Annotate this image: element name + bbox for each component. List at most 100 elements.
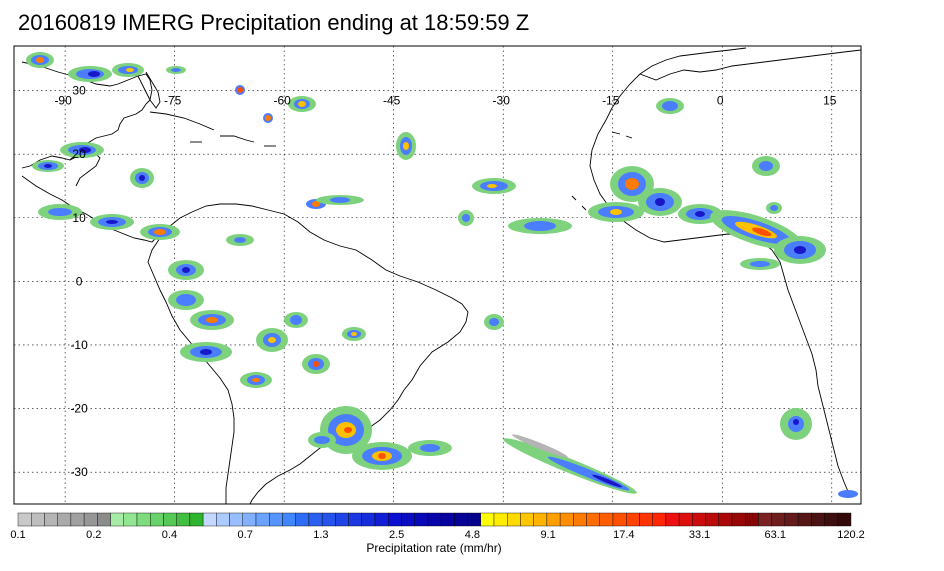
colorbar-swatch bbox=[454, 512, 468, 527]
precip-cell bbox=[656, 98, 684, 114]
precip-cell bbox=[352, 442, 412, 470]
colorbar-tick-label: 1.3 bbox=[313, 529, 328, 541]
precip-cell bbox=[32, 160, 64, 172]
colorbar-swatch bbox=[573, 512, 587, 527]
precip-cell bbox=[60, 142, 104, 158]
longitude-label: -15 bbox=[602, 94, 620, 108]
colorbar-tick-label: 0.2 bbox=[86, 529, 101, 541]
coastline-cape-verde bbox=[571, 195, 587, 211]
coastline-south-america bbox=[169, 203, 469, 504]
colorbar-swatch bbox=[202, 512, 217, 527]
colorbar-swatch bbox=[652, 512, 667, 527]
colorbar-swatch bbox=[533, 512, 548, 527]
coastline-florida bbox=[137, 71, 161, 109]
colorbar-swatch bbox=[110, 512, 124, 527]
coastline-africa-north bbox=[605, 47, 747, 121]
colorbar-swatch bbox=[546, 512, 561, 527]
colorbar-swatch bbox=[374, 512, 389, 527]
colorbar-swatch bbox=[837, 512, 852, 527]
map-title: 20160819 IMERG Precipitation ending at 1… bbox=[18, 10, 530, 35]
precip-cell bbox=[68, 66, 112, 82]
colorbar-swatch bbox=[797, 512, 812, 527]
latitude-label: 20 bbox=[72, 147, 86, 161]
coastline-africa-inland bbox=[639, 49, 861, 81]
precip-cell bbox=[235, 85, 245, 95]
precip-cell bbox=[308, 432, 336, 448]
longitude-label: -30 bbox=[493, 94, 511, 108]
colorbar-swatch bbox=[150, 512, 164, 527]
colorbar-swatch bbox=[136, 512, 151, 527]
precip-cell bbox=[302, 354, 330, 374]
precip-cell bbox=[752, 156, 780, 176]
colorbar-swatch bbox=[599, 512, 614, 527]
precip-cell bbox=[710, 210, 802, 250]
colorbar-tick-labels: 0.1 0.2 0.4 0.7 1.3 2.5 4.8 9.1 17.4 33.1 63.1 120.… bbox=[10, 529, 864, 541]
colorbar-tick-label: 4.8 bbox=[465, 529, 480, 541]
colorbar-swatch bbox=[83, 512, 98, 527]
colorbar-swatch bbox=[401, 512, 415, 527]
colorbar-tick-label: 9.1 bbox=[540, 529, 555, 541]
colorbar-swatch bbox=[586, 512, 600, 527]
colorbar-swatch bbox=[295, 512, 310, 527]
longitude-labels: -90 -75 -60 -45 -30 -15 0 15 bbox=[54, 94, 836, 108]
latitude-label: -10 bbox=[70, 338, 88, 352]
coastlines bbox=[21, 47, 861, 504]
colorbar-swatch bbox=[163, 512, 177, 527]
precip-cell bbox=[774, 236, 826, 264]
precip-cell bbox=[168, 290, 204, 310]
colorbar-swatch bbox=[348, 512, 362, 527]
precip-cell bbox=[838, 490, 858, 498]
colorbar-tick-label: 63.1 bbox=[765, 529, 786, 541]
precip-cell bbox=[180, 342, 232, 362]
precip-cell bbox=[780, 408, 812, 440]
precip-cell bbox=[638, 188, 682, 216]
colorbar-swatch bbox=[427, 512, 442, 527]
colorbar-swatch bbox=[335, 512, 349, 527]
colorbar-swatch bbox=[626, 512, 640, 527]
longitude-label: -90 bbox=[54, 94, 72, 108]
colorbar-swatch bbox=[321, 512, 336, 527]
precipitation-field bbox=[26, 52, 858, 498]
colorbar-swatch bbox=[758, 512, 772, 527]
latitude-labels: 30 20 10 0 -10 -20 -30 bbox=[70, 84, 88, 480]
precip-cell bbox=[140, 224, 180, 240]
colorbar-swatch bbox=[414, 512, 429, 527]
colorbar-tick-label: 0.7 bbox=[238, 529, 253, 541]
precip-cell bbox=[484, 314, 504, 330]
colorbar-swatch bbox=[44, 512, 58, 527]
colorbar-swatch bbox=[824, 512, 838, 527]
colorbar-swatch bbox=[269, 512, 283, 527]
latitude-label: 0 bbox=[76, 274, 83, 288]
colorbar-swatch bbox=[70, 512, 85, 527]
precip-cell bbox=[26, 52, 54, 68]
precip-cell bbox=[610, 166, 654, 202]
colorbar-swatch bbox=[308, 512, 323, 527]
precip-cell bbox=[288, 96, 316, 112]
precip-cell bbox=[588, 202, 644, 222]
colorbar-swatch bbox=[705, 512, 719, 527]
precip-cell bbox=[240, 372, 272, 388]
precip-cell bbox=[508, 218, 572, 234]
map-frame bbox=[13, 45, 862, 505]
colorbar-swatch bbox=[176, 512, 191, 527]
latitude-label: 30 bbox=[72, 84, 86, 98]
precip-cell bbox=[472, 178, 516, 194]
colorbar-swatch bbox=[255, 512, 270, 527]
precip-cell bbox=[263, 113, 273, 123]
colorbar-swatch bbox=[718, 512, 733, 527]
colorbar-swatch bbox=[31, 512, 45, 527]
graticule bbox=[14, 46, 861, 504]
precip-cell bbox=[740, 258, 780, 270]
precip-cell bbox=[408, 440, 452, 456]
latitude-label: 10 bbox=[72, 211, 86, 225]
colorbar-swatch bbox=[17, 512, 32, 527]
longitude-label: -60 bbox=[273, 94, 291, 108]
precip-cell bbox=[90, 214, 134, 230]
longitude-label: 15 bbox=[823, 94, 837, 108]
colorbar-swatch bbox=[520, 512, 534, 527]
precip-cell bbox=[284, 312, 308, 328]
precip-band bbox=[512, 434, 568, 458]
precip-cell bbox=[316, 195, 364, 205]
colorbar-swatch bbox=[665, 512, 680, 527]
colorbar-tick-label: 33.1 bbox=[689, 529, 710, 541]
